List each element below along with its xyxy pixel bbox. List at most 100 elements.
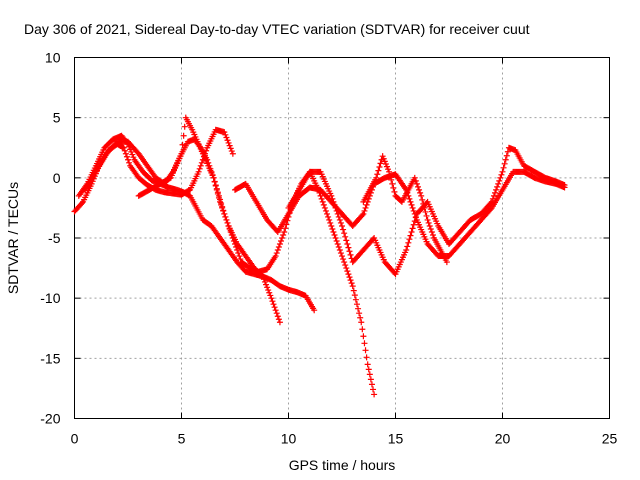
data-point: [271, 304, 278, 311]
data-point: [365, 366, 372, 373]
x-tick-label: 0: [71, 431, 79, 447]
data-point: [344, 241, 351, 248]
axes: 0 5 10 15 20 25 -20 -15 -10 -5 0 5 10: [40, 50, 617, 447]
data-point: [387, 172, 394, 179]
data-point: [380, 155, 387, 162]
data-point: [363, 201, 370, 208]
data-point: [405, 239, 412, 246]
data-point: [410, 221, 417, 228]
data-point: [227, 145, 234, 152]
data-point: [336, 216, 343, 223]
data-point: [321, 204, 328, 211]
data-point: [361, 207, 368, 214]
data-point: [390, 184, 397, 191]
data-point: [263, 281, 270, 288]
data-point: [227, 228, 234, 235]
data-point: [334, 210, 341, 217]
y-tick-label: 0: [53, 170, 61, 186]
data-point: [274, 313, 281, 320]
data-point: [345, 244, 352, 251]
chart-title: Day 306 of 2021, Sidereal Day-to-day VTE…: [24, 21, 530, 37]
data-point: [122, 150, 129, 157]
data-point: [130, 154, 137, 161]
data-point: [360, 333, 367, 340]
data-point: [404, 243, 411, 250]
data-point: [406, 236, 413, 243]
data-point: [220, 207, 227, 214]
data-point: [222, 131, 229, 138]
data-point: [339, 253, 345, 260]
data-point: [181, 123, 188, 130]
data-point: [333, 238, 340, 245]
data-point: [324, 210, 331, 217]
data-point: [264, 284, 271, 291]
data-point: [319, 198, 326, 205]
data-point: [364, 361, 371, 368]
data-point: [367, 376, 374, 383]
data-point: [348, 280, 355, 287]
data-point: [492, 189, 499, 196]
data-point: [352, 296, 359, 303]
x-tick-label: 15: [388, 431, 404, 447]
data-point: [426, 222, 433, 229]
data-point: [363, 354, 370, 361]
data-point: [180, 132, 187, 139]
satellite-track-7: [360, 153, 450, 266]
data-point: [377, 160, 384, 167]
data-point: [342, 262, 349, 269]
y-tick-label: -5: [48, 230, 61, 246]
data-point: [226, 142, 233, 149]
data-point: [236, 253, 243, 260]
data-point: [337, 219, 344, 226]
data-point: [275, 316, 282, 323]
x-tick-label: 25: [602, 431, 618, 447]
data-point: [230, 238, 237, 245]
data-point: [123, 153, 130, 160]
data-point: [500, 164, 507, 171]
data-point: [278, 238, 285, 245]
data-point: [331, 201, 338, 208]
y-tick-label: -10: [40, 290, 60, 306]
data-point: [343, 265, 350, 272]
data-point: [333, 207, 340, 214]
data-point: [345, 271, 352, 278]
data-point: [418, 192, 425, 199]
data-point: [499, 168, 506, 175]
data-point: [417, 189, 424, 196]
data-point: [282, 225, 289, 232]
data-point: [424, 216, 431, 223]
data-point: [420, 200, 427, 207]
data-point: [488, 198, 495, 205]
data-point: [487, 200, 494, 207]
data-point: [416, 186, 423, 193]
data-point: [223, 216, 230, 223]
data-point: [361, 340, 368, 347]
data-point: [225, 222, 232, 229]
data-point: [358, 319, 365, 326]
data-point: [125, 156, 131, 163]
data-point: [272, 307, 279, 314]
data-point: [279, 235, 286, 241]
data-point: [497, 174, 504, 181]
x-tick-label: 10: [281, 431, 297, 447]
data-point: [268, 295, 275, 302]
data-point: [425, 219, 432, 226]
data-point: [411, 174, 418, 181]
data-point: [327, 219, 334, 226]
data-point: [406, 195, 413, 202]
data-point: [498, 171, 505, 178]
data-point: [195, 168, 202, 175]
data-point: [403, 247, 410, 254]
data-point: [326, 216, 333, 223]
data-point: [214, 189, 221, 196]
data-point: [212, 182, 219, 189]
data-point: [329, 225, 336, 232]
data-point: [178, 150, 185, 157]
data-point: [317, 192, 324, 199]
data-point: [373, 174, 380, 181]
data-point: [429, 231, 436, 238]
data-point: [368, 381, 375, 388]
data-point: [78, 200, 85, 207]
data-point: [496, 177, 503, 184]
data-point: [347, 277, 354, 284]
